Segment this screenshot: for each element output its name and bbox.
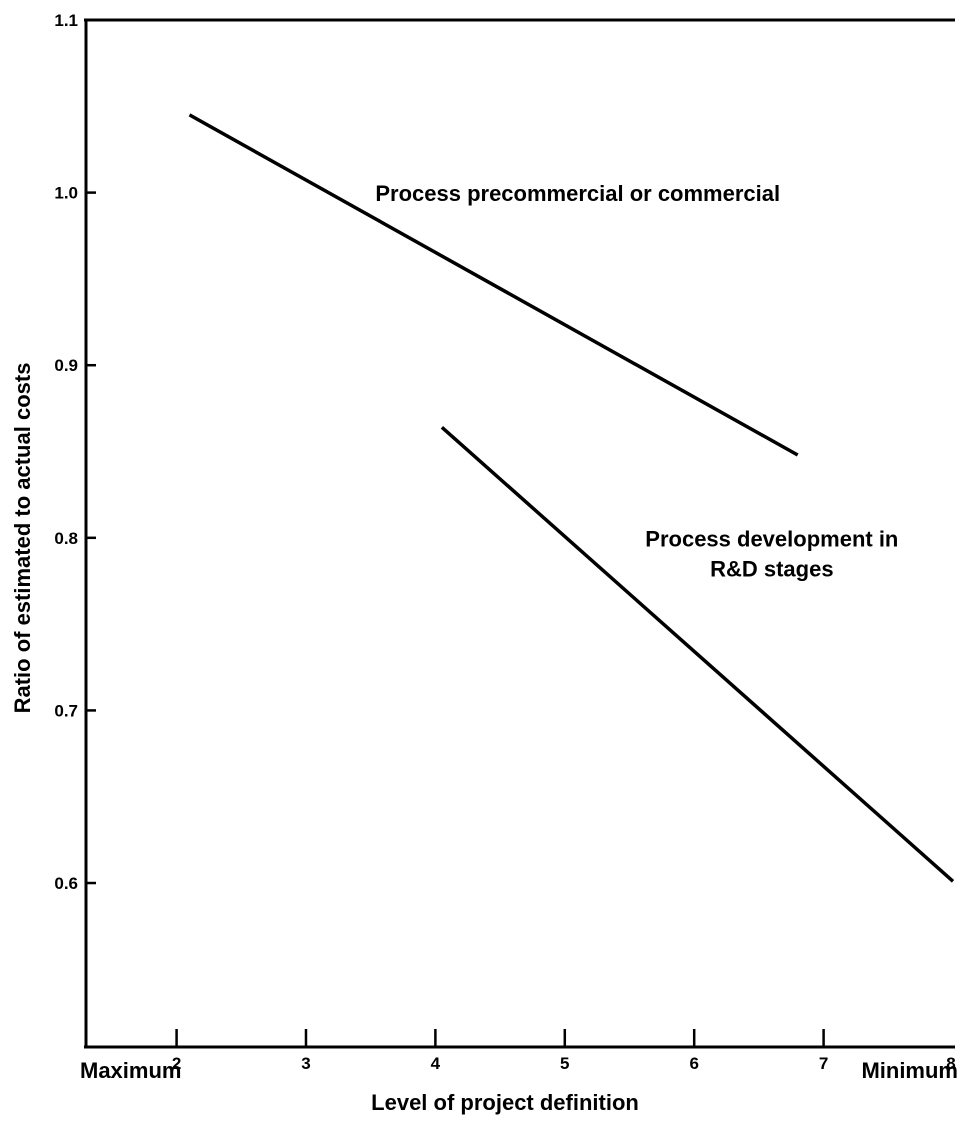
y-ticks: 0.6 0.7 0.8 0.9 1.0 1.1 [54, 11, 96, 893]
x-tick-label: 8 [946, 1054, 955, 1073]
x-extreme-label-left: Maximum [80, 1058, 181, 1083]
y-tick-label: 0.6 [54, 874, 78, 893]
plot-frame [84, 18, 955, 1049]
annotation-line: R&D stages [710, 556, 833, 581]
series-line-1 [188, 113, 799, 457]
x-tick-label: 4 [431, 1054, 441, 1073]
x-tick-label: 3 [301, 1054, 310, 1073]
x-extreme-label-right: Minimum [861, 1058, 958, 1083]
series-line-2 [440, 425, 955, 883]
x-tick-label: 7 [819, 1054, 828, 1073]
x-ticks: 2 3 4 5 6 7 8 [172, 1029, 956, 1073]
series-group [188, 113, 955, 883]
x-tick-label: 6 [689, 1054, 698, 1073]
annotation-line: Process precommercial or commercial [375, 181, 780, 206]
series-annotation-1: Process precommercial or commercial [375, 181, 780, 206]
y-tick-label: 0.7 [54, 701, 78, 720]
annotation-line: Process development in [645, 526, 898, 551]
y-tick-label: 1.0 [54, 184, 78, 203]
y-axis-title: Ratio of estimated to actual costs [10, 363, 35, 714]
x-tick-label: 5 [560, 1054, 569, 1073]
y-tick-label: 0.9 [54, 356, 78, 375]
x-tick-label: 2 [172, 1054, 181, 1073]
annotations: Process precommercial or commercial Proce… [375, 181, 898, 581]
y-tick-label: 1.1 [54, 11, 78, 30]
y-tick-label: 0.8 [54, 529, 78, 548]
series-annotation-2: Process development in R&D stages [645, 526, 898, 581]
x-axis-title: Level of project definition [371, 1090, 639, 1115]
